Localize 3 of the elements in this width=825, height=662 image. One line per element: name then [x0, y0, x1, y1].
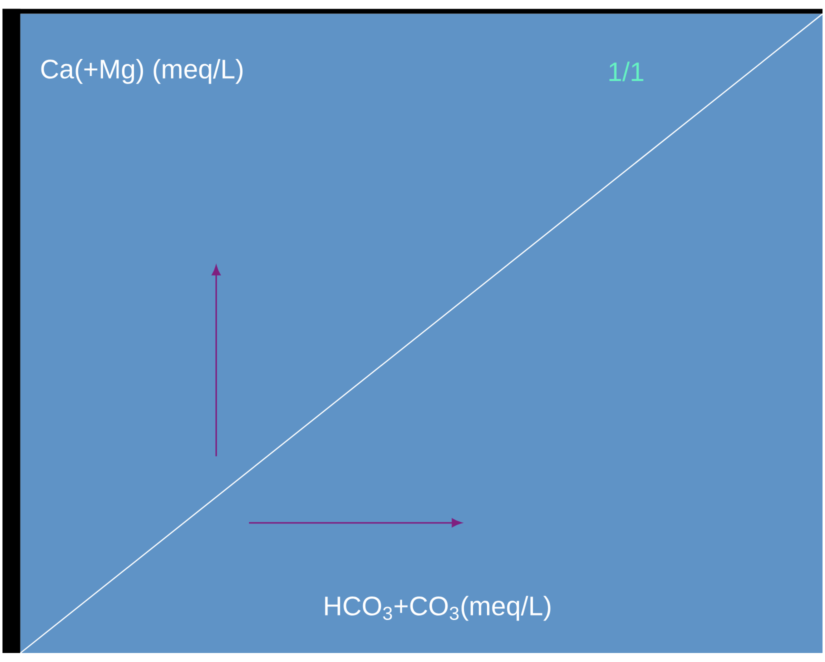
annotation: 1/1 [609, 62, 644, 82]
y-axis-title: Ca(+Mg) (meq/L) [41, 58, 243, 84]
x-axis-title: HCO$_{3}$+CO$_{3}$(meq/L) [325, 596, 550, 621]
